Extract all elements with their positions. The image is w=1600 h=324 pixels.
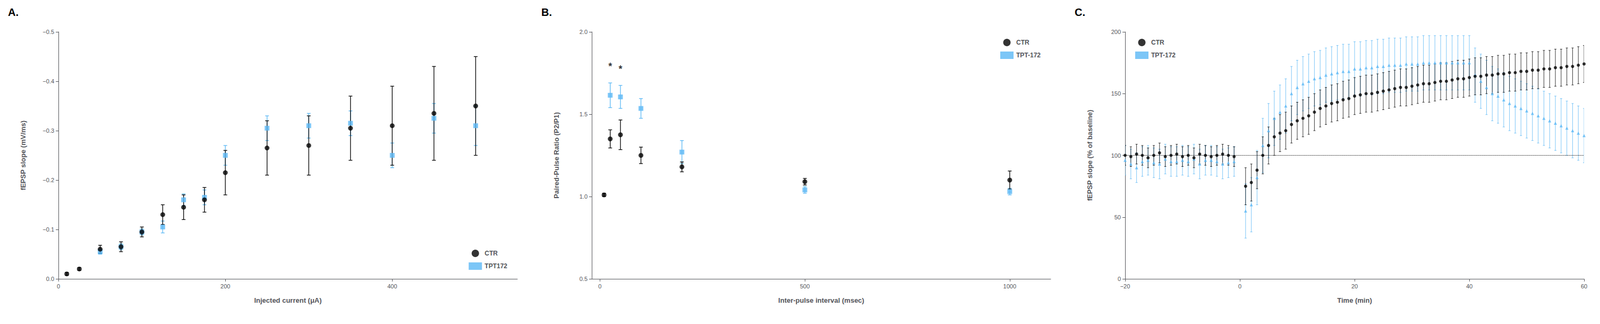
svg-text:1.0: 1.0 — [579, 193, 588, 200]
svg-text:Injected current (μA): Injected current (μA) — [253, 296, 322, 305]
svg-text:200: 200 — [220, 283, 231, 290]
svg-text:−20: −20 — [1120, 283, 1131, 290]
svg-text:fEPSP slope (% of baseline): fEPSP slope (% of baseline) — [1085, 109, 1094, 202]
svg-text:0: 0 — [598, 283, 602, 290]
svg-text:C.: C. — [1074, 6, 1086, 19]
svg-text:Time (min): Time (min) — [1337, 296, 1373, 305]
svg-text:150: 150 — [1111, 90, 1121, 97]
svg-text:*: * — [618, 63, 623, 75]
svg-text:−0.3: −0.3 — [42, 127, 55, 134]
svg-text:−0.4: −0.4 — [42, 78, 55, 85]
svg-text:A.: A. — [7, 6, 19, 19]
svg-text:−0.5: −0.5 — [42, 28, 55, 36]
svg-text:0: 0 — [1238, 283, 1242, 290]
svg-text:−0.1: −0.1 — [42, 226, 55, 233]
svg-text:CTR: CTR — [484, 249, 498, 258]
svg-text:400: 400 — [387, 283, 397, 290]
svg-text:*: * — [608, 61, 612, 72]
svg-text:20: 20 — [1351, 283, 1358, 290]
svg-text:−0.2: −0.2 — [42, 176, 55, 184]
svg-text:Paired-Pulse Ratio (P2/P1): Paired-Pulse Ratio (P2/P1) — [552, 112, 561, 199]
svg-text:B.: B. — [541, 6, 552, 19]
svg-text:TPT172: TPT172 — [484, 262, 508, 270]
svg-text:500: 500 — [800, 283, 810, 290]
svg-text:0.0: 0.0 — [46, 275, 55, 283]
svg-text:CTR: CTR — [1151, 38, 1165, 47]
svg-text:40: 40 — [1466, 283, 1473, 290]
svg-text:fEPSP slope (mV/ms): fEPSP slope (mV/ms) — [19, 120, 28, 191]
svg-text:TPT-172: TPT-172 — [1151, 51, 1176, 59]
svg-text:TPT-172: TPT-172 — [1016, 51, 1041, 59]
svg-text:Inter-pulse interval (msec): Inter-pulse interval (msec) — [778, 296, 865, 305]
svg-text:2.0: 2.0 — [579, 28, 588, 36]
svg-text:0: 0 — [1117, 275, 1121, 283]
svg-text:50: 50 — [1114, 214, 1121, 221]
svg-text:0: 0 — [56, 283, 61, 290]
svg-text:0.5: 0.5 — [579, 275, 588, 283]
svg-text:100: 100 — [1111, 152, 1121, 159]
svg-text:60: 60 — [1580, 283, 1588, 290]
svg-text:1.5: 1.5 — [579, 111, 588, 118]
svg-text:200: 200 — [1111, 28, 1121, 36]
svg-text:CTR: CTR — [1016, 38, 1030, 47]
svg-text:1000: 1000 — [1003, 283, 1017, 290]
